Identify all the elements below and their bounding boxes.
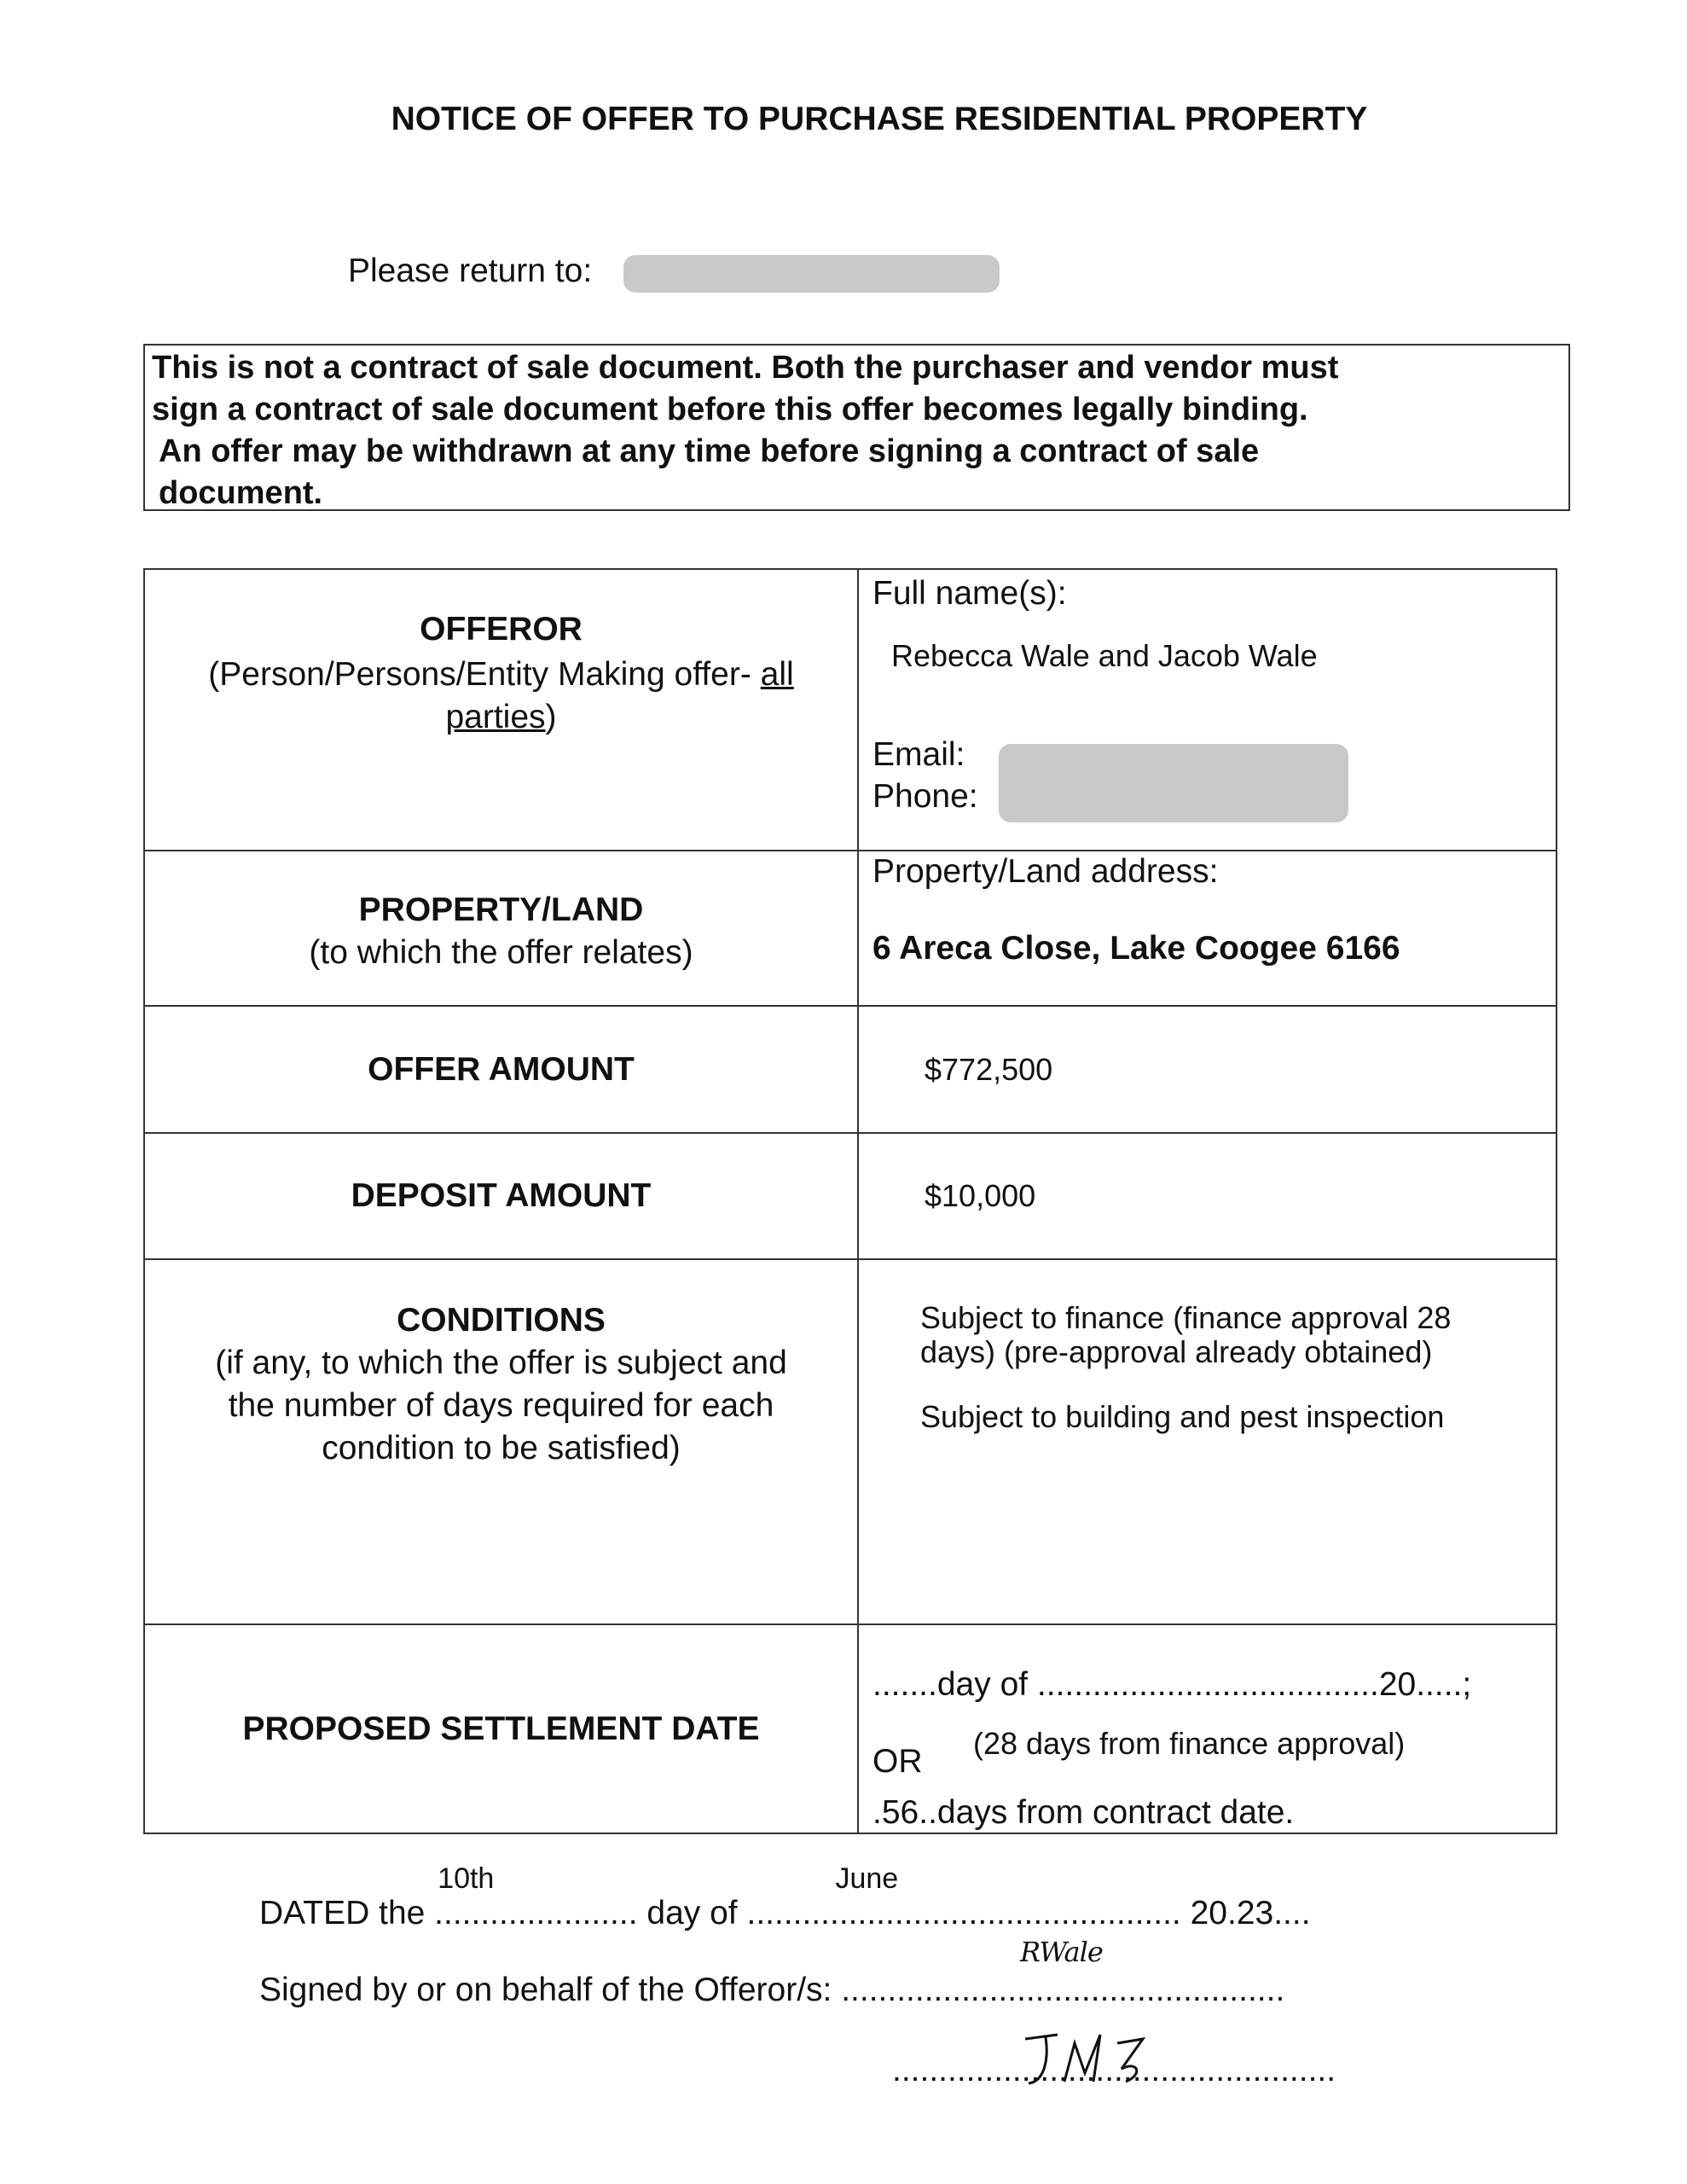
property-label-cell: PROPERTY/LAND (to which the offer relate… <box>143 850 859 1007</box>
property-address-label: Property/Land address: <box>872 853 1219 890</box>
offeror-sub: (Person/Persons/Entity Making offer- all… <box>208 656 794 735</box>
dated-year: 23 <box>1236 1895 1274 1931</box>
row-offeror: OFFEROR (Person/Persons/Entity Making of… <box>143 568 1557 851</box>
return-to-label: Please return to: <box>348 253 593 289</box>
property-value-cell: Property/Land address: 6 Areca Close, La… <box>857 850 1557 1007</box>
redacted-return-address <box>623 255 1000 293</box>
property-address-value: 6 Areca Close, Lake Coogee 6166 <box>872 930 1400 967</box>
redacted-contact <box>999 744 1348 822</box>
settlement-days-line: .56..days from contract date. <box>872 1794 1295 1831</box>
offer-amount-heading: OFFER AMOUNT <box>143 1005 859 1134</box>
dated-month: June <box>835 1862 899 1895</box>
conditions-sub: the number of days required for each <box>228 1387 774 1424</box>
dated-day: 10th <box>438 1862 495 1895</box>
condition-finance: Subject to finance (finance approval 28 <box>920 1300 1452 1335</box>
document-title: NOTICE OF OFFER TO PURCHASE RESIDENTIAL … <box>391 101 1368 137</box>
row-conditions: CONDITIONS (if any, to which the offer i… <box>143 1258 1557 1625</box>
offeror-value-cell: Full name(s): Rebecca Wale and Jacob Wal… <box>857 568 1557 851</box>
notice-line: This is not a contract of sale document.… <box>152 350 1339 386</box>
conditions-sub: (if any, to which the offer is subject a… <box>215 1345 787 1381</box>
email-label: Email: <box>872 736 965 773</box>
notice-line: An offer may be withdrawn at any time be… <box>159 433 1260 469</box>
phone-label: Phone: <box>872 778 978 815</box>
offer-table: OFFEROR (Person/Persons/Entity Making of… <box>143 568 1557 1834</box>
signed-line: Signed by or on behalf of the Offeror/s:… <box>259 1971 1284 2009</box>
condition-finance-cont: days) (pre-approval already obtained) <box>920 1334 1433 1369</box>
notice-line: document. <box>159 475 323 511</box>
offeror-heading: OFFEROR <box>420 611 583 648</box>
dated-line: DATED the ...................... 10th day… <box>259 1862 1311 1931</box>
signature-line-1: ........................................… <box>841 1972 1285 2008</box>
conditions-value-cell: Subject to finance (finance approval 28 … <box>857 1258 1557 1625</box>
day-of-label: day of <box>637 1895 747 1931</box>
property-heading: PROPERTY/LAND <box>358 892 644 928</box>
settlement-date-line: .......day of ..........................… <box>872 1666 1472 1703</box>
conditions-label-cell: CONDITIONS (if any, to which the offer i… <box>143 1258 859 1625</box>
property-sub: (to which the offer relates) <box>309 934 693 971</box>
notice-box: This is not a contract of sale document.… <box>143 344 1570 511</box>
offeror-label-cell: OFFEROR (Person/Persons/Entity Making of… <box>143 568 859 851</box>
full-names-value: Rebecca Wale and Jacob Wale <box>891 638 1318 673</box>
full-names-label: Full name(s): <box>872 575 1067 612</box>
settlement-note: (28 days from finance approval) <box>973 1726 1406 1761</box>
dated-label: DATED the <box>259 1895 435 1931</box>
row-offer-amount: OFFER AMOUNT $772,500 <box>143 1005 1557 1134</box>
deposit-amount-value: $10,000 <box>857 1132 1557 1260</box>
row-settlement: PROPOSED SETTLEMENT DATE .......day of .… <box>143 1623 1557 1834</box>
signature-1: RWale <box>1020 1936 1104 1968</box>
signature-2-image <box>1024 2033 1146 2085</box>
signature-line-2: ........................................… <box>892 2052 1336 2088</box>
conditions-heading: CONDITIONS <box>397 1302 606 1339</box>
row-deposit-amount: DEPOSIT AMOUNT $10,000 <box>143 1132 1557 1260</box>
settlement-heading: PROPOSED SETTLEMENT DATE <box>143 1623 859 1834</box>
condition-inspection: Subject to building and pest inspection <box>920 1399 1445 1434</box>
row-property: PROPERTY/LAND (to which the offer relate… <box>143 850 1557 1007</box>
settlement-days-value: 56 <box>881 1794 919 1831</box>
notice-line: sign a contract of sale document before … <box>152 392 1308 427</box>
settlement-value-cell: .......day of ..........................… <box>857 1623 1557 1834</box>
conditions-sub: condition to be satisfied) <box>322 1430 681 1467</box>
signed-label: Signed by or on behalf of the Offeror/s: <box>259 1972 842 2008</box>
deposit-amount-heading: DEPOSIT AMOUNT <box>143 1132 859 1260</box>
offer-amount-value: $772,500 <box>857 1005 1557 1134</box>
settlement-or: OR <box>872 1743 923 1780</box>
